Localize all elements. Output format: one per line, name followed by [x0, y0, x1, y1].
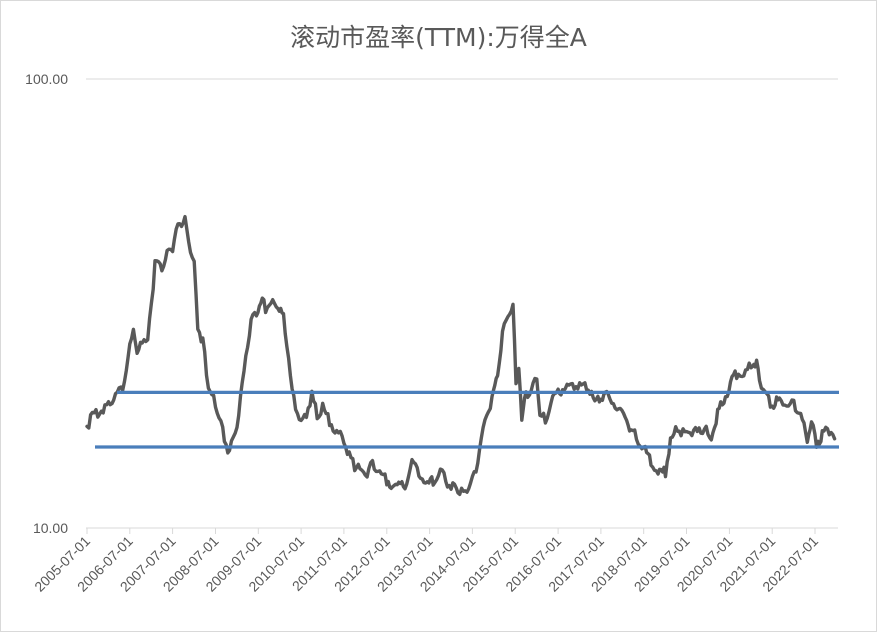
y-tick-label: 10.00 [33, 520, 68, 536]
chart-title: 滚动市盈率(TTM):万得全A [290, 23, 587, 52]
y-tick-label: 100.00 [25, 71, 68, 87]
series-line [85, 214, 837, 497]
